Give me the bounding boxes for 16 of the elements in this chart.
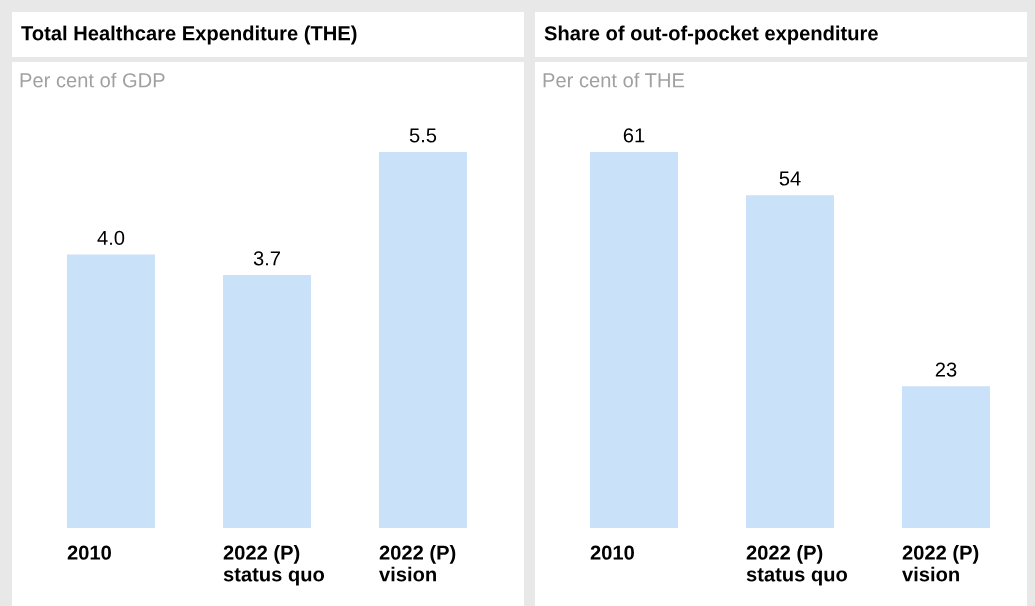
chart-title: Share of out-of-pocket expenditure [544,25,878,45]
data-label: 61 [623,128,645,143]
x-tick-label: 2022 (P) status quo [746,545,848,586]
chart-title: Total Healthcare Expenditure (THE) [21,25,357,45]
x-tick-label: 2022 (P) vision [379,545,456,582]
x-tick-label: 2010 [590,545,634,560]
x-tick-label: 2022 (P) vision [902,545,979,582]
x-tick-label: 2010 [67,545,111,560]
data-label: 23 [935,362,957,377]
data-label: 4.0 [97,230,125,246]
data-label: 54 [779,171,801,186]
chart-subtitle: Per cent of THE [543,72,685,88]
data-label: 5.5 [409,128,437,143]
chart-subtitle: Per cent of GDP [20,72,165,88]
x-tick-label: 2022 (P) status quo [223,545,325,586]
data-label: 3.7 [253,251,280,266]
